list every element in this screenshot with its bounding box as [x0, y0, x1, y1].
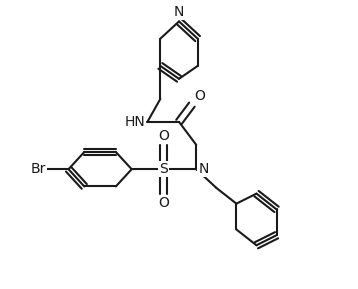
- Text: O: O: [158, 129, 169, 142]
- Text: O: O: [194, 89, 205, 103]
- Text: S: S: [159, 162, 168, 176]
- Text: N: N: [174, 5, 184, 18]
- Text: N: N: [199, 162, 209, 176]
- Text: O: O: [158, 196, 169, 210]
- Text: Br: Br: [30, 162, 45, 176]
- Text: HN: HN: [124, 115, 145, 129]
